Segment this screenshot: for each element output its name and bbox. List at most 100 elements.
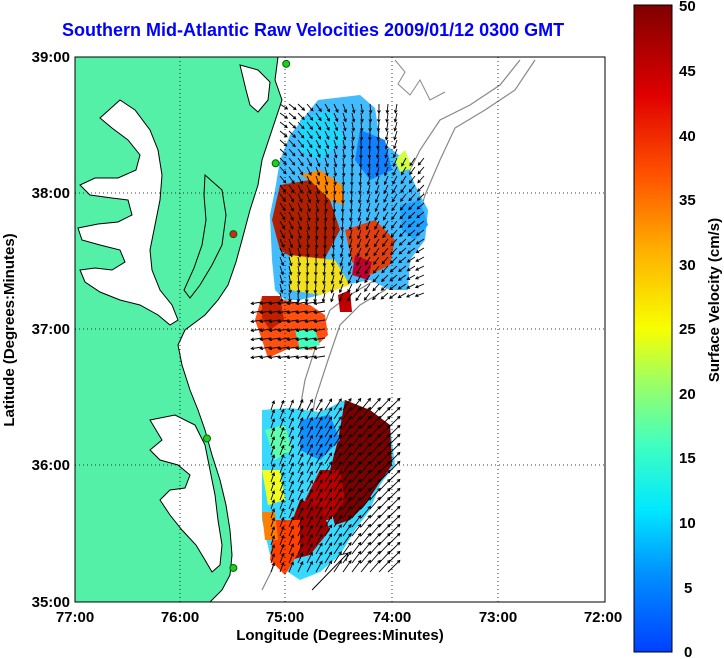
velocity-arrow	[351, 460, 362, 474]
velocity-arrow	[297, 534, 304, 546]
velocity-arrow	[270, 409, 276, 420]
velocity-arrow	[360, 442, 372, 456]
velocity-arrow	[270, 499, 276, 510]
velocity-arrow	[358, 175, 363, 186]
velocity-arrow	[384, 139, 389, 150]
velocity-arrow	[416, 193, 425, 201]
velocity-arrow	[297, 148, 304, 158]
velocity-arrow	[306, 247, 310, 258]
velocity-arrow	[315, 416, 323, 429]
velocity-arrow	[315, 184, 320, 195]
velocity-arrow	[297, 426, 304, 438]
velocity-arrow	[333, 148, 338, 159]
velocity-arrow	[357, 229, 362, 240]
velocity-arrow	[295, 319, 308, 324]
velocity-arrow	[288, 211, 294, 221]
velocity-arrow	[315, 533, 323, 546]
velocity-arrow	[365, 238, 371, 248]
x-tick-label: 74:00	[373, 609, 411, 626]
velocity-arrow	[304, 310, 317, 315]
velocity-arrow	[297, 516, 304, 528]
velocity-arrow	[378, 541, 391, 555]
velocity-arrow	[306, 112, 314, 121]
velocity-arrow	[333, 551, 342, 564]
velocity-arrow	[279, 498, 285, 510]
velocity-arrow	[360, 487, 372, 501]
velocity-arrow	[279, 543, 285, 555]
velocity-arrow	[333, 497, 342, 510]
velocity-arrow	[323, 220, 328, 231]
velocity-arrow	[306, 193, 312, 204]
velocity-arrow	[333, 112, 339, 123]
colorbar-tick: 25	[679, 321, 696, 338]
velocity-arrow	[409, 157, 416, 167]
velocity-arrow	[270, 562, 276, 573]
velocity-arrow	[350, 139, 355, 150]
velocity-arrow	[315, 130, 321, 140]
pamlico-sound	[149, 414, 223, 573]
velocity-arrow	[324, 103, 331, 113]
velocity-arrow	[279, 417, 285, 429]
velocity-arrow	[342, 460, 352, 474]
velocity-arrow	[331, 247, 335, 258]
velocity-arrow	[358, 184, 362, 195]
velocity-arrow	[279, 148, 288, 156]
velocity-arrow	[279, 283, 284, 294]
velocity-arrow	[279, 399, 285, 411]
velocity-arrow	[306, 407, 313, 420]
velocity-arrow	[378, 550, 391, 564]
velocity-arrow	[369, 469, 381, 483]
velocity-arrow	[342, 406, 352, 420]
velocity-arrow	[333, 515, 342, 528]
velocity-arrow	[306, 103, 314, 112]
velocity-arrow	[268, 310, 281, 315]
velocity-arrow	[407, 211, 416, 219]
velocity-arrow	[333, 139, 338, 150]
velocity-arrow	[306, 416, 313, 429]
velocity-arrow	[324, 524, 333, 537]
velocity-arrow	[357, 193, 362, 204]
velocity-arrow	[277, 310, 290, 315]
velocity-arrow	[351, 559, 362, 573]
y-tick-label: 37:00	[32, 321, 70, 338]
velocity-arrow	[295, 346, 308, 351]
velocity-arrow	[250, 319, 263, 324]
velocity-arrow	[259, 355, 272, 360]
velocity-arrow	[351, 550, 362, 564]
velocity-arrow	[373, 256, 380, 266]
velocity-arrow	[297, 202, 303, 213]
velocity-arrow	[250, 328, 263, 333]
velocity-arrow	[279, 408, 285, 420]
velocity-arrow	[333, 470, 342, 483]
velocity-arrow	[417, 175, 425, 184]
colorbar-tick: 10	[679, 515, 696, 532]
velocity-arrow	[367, 139, 372, 150]
velocity-arrow	[378, 478, 391, 492]
velocity-arrow	[374, 211, 380, 221]
velocity-arrow	[279, 184, 287, 193]
velocity-arrow	[324, 515, 333, 528]
colorbar-tick: 50	[679, 0, 696, 15]
velocity-arrow	[324, 398, 333, 411]
velocity-arrow	[383, 184, 389, 195]
velocity-arrow	[342, 433, 352, 447]
velocity-arrow	[366, 184, 371, 195]
velocity-arrow	[369, 559, 381, 573]
velocity-arrow	[375, 184, 380, 195]
velocity-arrow	[315, 452, 323, 465]
velocity-arrow	[339, 274, 344, 285]
velocity-arrow	[288, 534, 294, 546]
velocity-arrow	[374, 193, 380, 204]
velocity-arrow	[349, 184, 354, 195]
velocity-arrow	[382, 229, 389, 239]
velocity-arrow	[378, 559, 391, 573]
velocity-arrow	[332, 211, 336, 222]
velocity-arrow	[350, 157, 355, 168]
velocity-arrow	[417, 166, 425, 175]
velocity-arrow	[279, 202, 286, 212]
velocity-arrow	[372, 283, 380, 292]
velocity-arrow	[330, 265, 335, 276]
velocity-arrow	[360, 460, 372, 474]
velocity-arrow	[351, 496, 362, 510]
velocity-arrow	[357, 211, 362, 222]
